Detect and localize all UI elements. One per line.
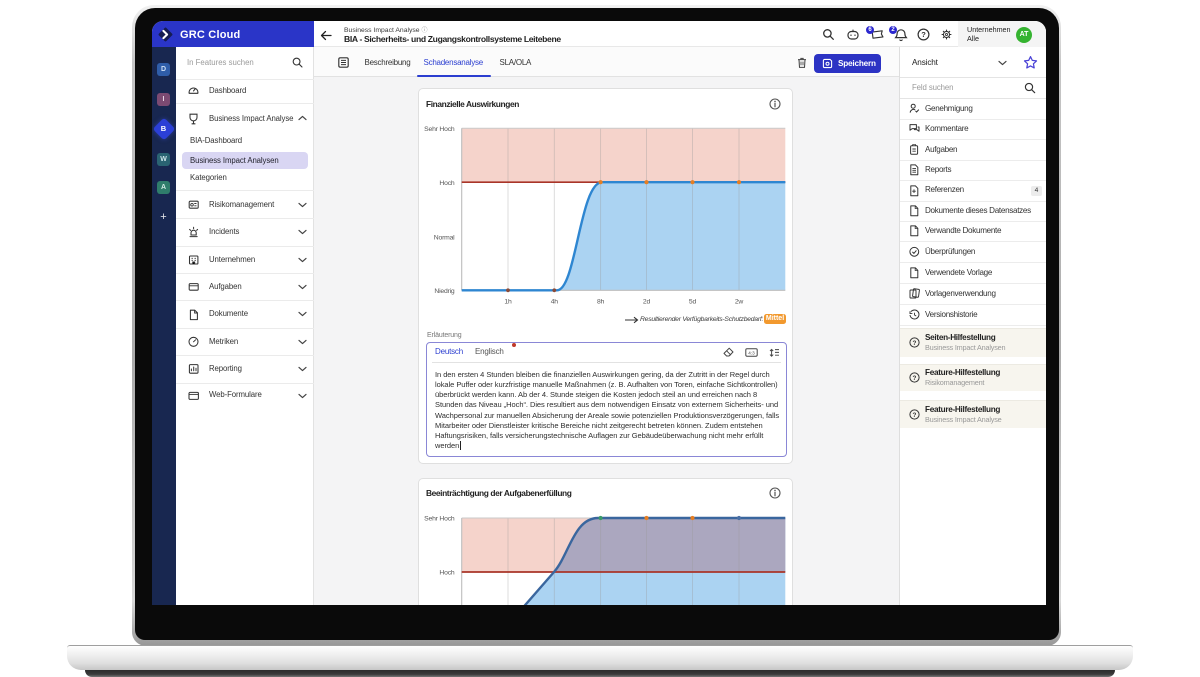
svg-text:?: ?	[921, 30, 926, 39]
svg-text:Normal: Normal	[434, 235, 455, 242]
svg-text:2w: 2w	[735, 299, 744, 306]
svg-text:2d: 2d	[643, 299, 651, 306]
svg-text:4:3: 4:3	[748, 350, 755, 355]
svg-text:?: ?	[913, 340, 917, 347]
svg-text:Niedrig: Niedrig	[434, 288, 455, 295]
svg-text:5d: 5d	[689, 299, 697, 306]
svg-text:?: ?	[913, 411, 917, 418]
svg-text:?: ?	[913, 375, 917, 382]
svg-text:4h: 4h	[551, 299, 559, 306]
svg-text:8h: 8h	[597, 299, 605, 306]
svg-text:Hoch: Hoch	[439, 570, 454, 577]
svg-text:Sehr Hoch: Sehr Hoch	[424, 126, 455, 133]
svg-text:Hoch: Hoch	[439, 180, 454, 187]
svg-text:Sehr Hoch: Sehr Hoch	[424, 516, 455, 523]
svg-text:1h: 1h	[504, 299, 512, 306]
